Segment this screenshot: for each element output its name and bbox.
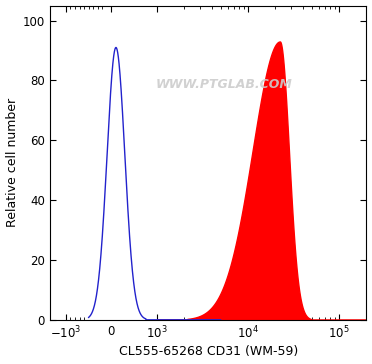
- Y-axis label: Relative cell number: Relative cell number: [6, 98, 19, 227]
- Text: WWW.PTGLAB.COM: WWW.PTGLAB.COM: [155, 78, 292, 91]
- X-axis label: CL555-65268 CD31 (WM-59): CL555-65268 CD31 (WM-59): [119, 345, 298, 359]
